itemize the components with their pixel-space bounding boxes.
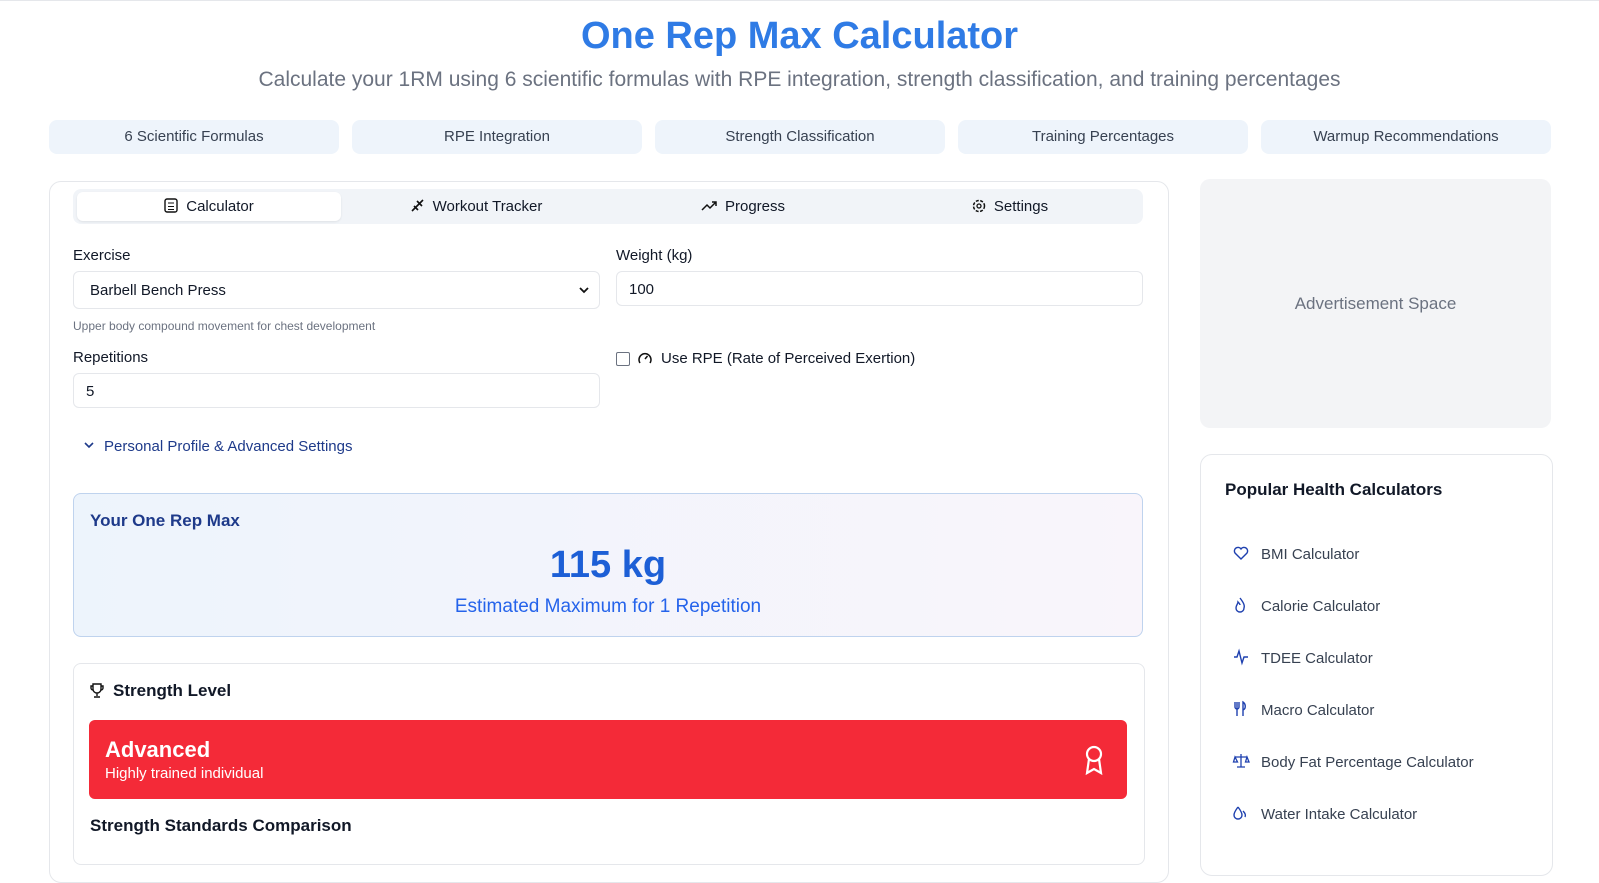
tab[interactable]: Calculator	[77, 192, 341, 221]
feature-pill: RPE Integration	[352, 120, 642, 154]
scale-icon	[1232, 754, 1250, 768]
result-box	[73, 493, 1143, 637]
tab-label: Calculator	[186, 198, 254, 215]
award-icon	[1085, 745, 1103, 776]
strength-description: Highly trained individual	[105, 765, 264, 782]
exercise-select[interactable]: Barbell Bench Press	[73, 271, 600, 309]
feature-pill: Warmup Recommendations	[1261, 120, 1551, 154]
feature-pill: 6 Scientific Formulas	[49, 120, 339, 154]
calculator-link[interactable]: Calorie Calculator	[1261, 598, 1381, 615]
trend-icon	[701, 201, 717, 211]
chevron	[579, 287, 589, 294]
tab-label: Progress	[724, 198, 786, 215]
feature-pill: Training Percentages	[958, 120, 1248, 154]
strength-title: Strength Level	[113, 681, 232, 700]
strength-level-bar	[89, 720, 1127, 799]
tab[interactable]: Workout Tracker	[344, 192, 608, 221]
exercise-hint: Upper body compound movement for chest d…	[73, 319, 376, 333]
select-value: Barbell Bench Press	[90, 282, 226, 299]
reps-input[interactable]: 5	[73, 373, 600, 408]
page-subtitle: Calculate your 1RM using 6 scientific fo…	[258, 68, 1341, 91]
tab[interactable]: Settings	[878, 192, 1142, 221]
weight-input[interactable]: 100	[616, 271, 1143, 306]
rpe-checkbox[interactable]	[616, 352, 630, 366]
reps-label: Repetitions	[73, 349, 149, 366]
calculator-link[interactable]: Water Intake Calculator	[1261, 806, 1418, 823]
exercise-label: Exercise	[73, 247, 131, 264]
calculator-icon	[164, 198, 178, 213]
calculator-link[interactable]: Macro Calculator	[1261, 702, 1375, 719]
result-value: 115 kg	[549, 544, 667, 586]
chevron	[84, 442, 94, 449]
tab[interactable]: Progress	[611, 192, 875, 221]
tab-label: Settings	[993, 198, 1049, 215]
weight-label: Weight (kg)	[616, 247, 693, 264]
result-caption: Estimated Maximum for 1 Repetition	[454, 596, 762, 617]
trophy-icon	[90, 683, 104, 698]
calculator-link[interactable]: TDEE Calculator	[1261, 650, 1373, 667]
heart-icon	[1233, 546, 1249, 560]
calculator-link[interactable]: Body Fat Percentage Calculator	[1261, 754, 1474, 771]
tab-label: Workout Tracker	[432, 198, 543, 215]
gauge-icon	[638, 353, 652, 364]
result-title: Your One Rep Max	[90, 511, 240, 530]
droplets-icon	[1233, 806, 1247, 820]
gear-icon	[972, 199, 986, 213]
dumbbell-icon	[411, 199, 424, 212]
utensils-icon	[1234, 700, 1246, 716]
pulse-icon	[1234, 648, 1248, 666]
ad-space: Advertisement Space	[1200, 179, 1551, 428]
calculator-link[interactable]: BMI Calculator	[1261, 546, 1360, 563]
sidebar-title: Popular Health Calculators	[1225, 480, 1443, 499]
rpe-label[interactable]: Use RPE (Rate of Perceived Exertion)	[661, 350, 916, 367]
advanced-toggle[interactable]: Personal Profile & Advanced Settings	[104, 438, 353, 455]
flame-icon	[1235, 597, 1245, 613]
feature-pill: Strength Classification	[655, 120, 945, 154]
comparison-title: Strength Standards Comparison	[90, 816, 352, 835]
page-title: One Rep Max Calculator	[580, 15, 1019, 57]
strength-level: Advanced	[105, 737, 211, 762]
